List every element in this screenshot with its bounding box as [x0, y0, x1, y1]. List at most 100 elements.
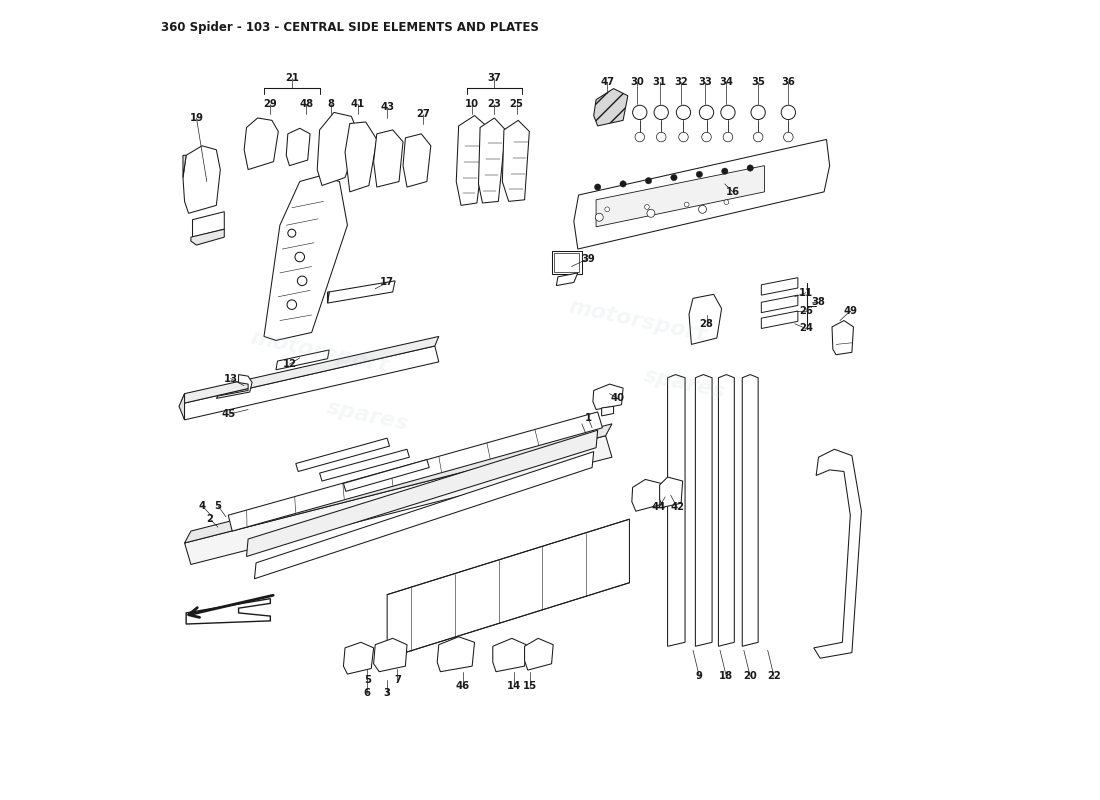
Text: 14: 14 [507, 681, 521, 691]
Circle shape [754, 132, 763, 142]
Text: 5: 5 [214, 501, 221, 510]
Polygon shape [525, 638, 553, 670]
Polygon shape [254, 452, 594, 578]
Text: 41: 41 [351, 99, 365, 110]
Text: 35: 35 [751, 78, 766, 87]
Text: 42: 42 [670, 502, 684, 512]
Text: 26: 26 [799, 306, 813, 316]
Text: 17: 17 [381, 278, 394, 287]
Text: 12: 12 [283, 359, 296, 370]
Polygon shape [374, 130, 403, 187]
Polygon shape [668, 374, 685, 646]
Text: 11: 11 [799, 288, 813, 298]
Circle shape [671, 174, 678, 181]
Circle shape [595, 214, 603, 222]
Text: spares: spares [324, 398, 410, 434]
Text: 33: 33 [698, 78, 712, 87]
Text: 2: 2 [207, 514, 213, 524]
Polygon shape [695, 374, 712, 646]
Text: 30: 30 [630, 78, 645, 87]
Circle shape [700, 106, 714, 119]
Text: 22: 22 [767, 671, 781, 682]
Circle shape [594, 184, 601, 190]
Text: 39: 39 [581, 254, 595, 263]
Polygon shape [660, 477, 683, 507]
Polygon shape [574, 139, 829, 249]
Text: 13: 13 [223, 374, 238, 383]
Circle shape [702, 132, 712, 142]
Circle shape [724, 200, 728, 205]
Polygon shape [832, 321, 854, 354]
Polygon shape [296, 438, 389, 471]
Text: 31: 31 [652, 78, 667, 87]
Circle shape [720, 106, 735, 119]
Text: 27: 27 [416, 109, 430, 119]
Text: 16: 16 [726, 187, 740, 197]
Text: 15: 15 [524, 681, 537, 691]
Circle shape [288, 229, 296, 237]
Text: 10: 10 [465, 99, 480, 110]
Polygon shape [186, 598, 271, 624]
Circle shape [696, 171, 703, 178]
Text: 32: 32 [674, 78, 688, 87]
Bar [554, 253, 580, 272]
Polygon shape [761, 295, 798, 313]
Circle shape [287, 300, 297, 310]
Circle shape [676, 106, 691, 119]
Text: 37: 37 [487, 74, 502, 83]
Text: motorsport: motorsport [249, 328, 390, 377]
Polygon shape [185, 436, 612, 565]
Polygon shape [317, 113, 360, 186]
Polygon shape [286, 128, 310, 166]
Text: 46: 46 [455, 681, 470, 691]
Text: 360 Spider - 103 - CENTRAL SIDE ELEMENTS AND PLATES: 360 Spider - 103 - CENTRAL SIDE ELEMENTS… [161, 21, 539, 34]
Text: 8: 8 [327, 99, 334, 110]
Text: 40: 40 [610, 394, 625, 403]
Polygon shape [478, 118, 506, 203]
Text: 3: 3 [384, 688, 390, 698]
Circle shape [632, 106, 647, 119]
Polygon shape [229, 412, 603, 531]
Polygon shape [276, 350, 329, 370]
Polygon shape [503, 120, 529, 202]
Circle shape [646, 178, 651, 184]
Polygon shape [403, 134, 431, 187]
Polygon shape [328, 292, 329, 303]
Text: 43: 43 [381, 102, 394, 112]
Polygon shape [343, 459, 429, 491]
Text: 7: 7 [394, 674, 400, 685]
Polygon shape [217, 374, 252, 398]
Circle shape [684, 202, 689, 207]
Text: motorsport: motorsport [566, 296, 708, 345]
Text: 6: 6 [364, 688, 371, 698]
Circle shape [698, 206, 706, 214]
Polygon shape [761, 311, 798, 329]
Polygon shape [179, 394, 185, 420]
Text: 36: 36 [781, 78, 795, 87]
Text: 4: 4 [198, 501, 206, 510]
Polygon shape [246, 430, 597, 557]
Polygon shape [185, 424, 612, 543]
Text: 19: 19 [189, 113, 204, 123]
Text: 1: 1 [584, 414, 592, 423]
Polygon shape [689, 294, 722, 344]
Circle shape [635, 132, 645, 142]
Polygon shape [718, 374, 735, 646]
Circle shape [747, 165, 754, 171]
Polygon shape [631, 479, 661, 511]
Polygon shape [183, 155, 186, 178]
Polygon shape [742, 374, 758, 646]
Polygon shape [437, 637, 474, 672]
Polygon shape [183, 146, 220, 214]
Polygon shape [180, 337, 439, 404]
Text: 34: 34 [719, 78, 734, 87]
Polygon shape [343, 642, 374, 674]
Text: 38: 38 [812, 298, 825, 307]
Circle shape [751, 106, 766, 119]
Text: 28: 28 [700, 318, 714, 329]
Polygon shape [328, 281, 395, 303]
Circle shape [295, 252, 305, 262]
Text: spares: spares [642, 366, 728, 402]
Polygon shape [345, 122, 377, 192]
Circle shape [722, 168, 728, 174]
